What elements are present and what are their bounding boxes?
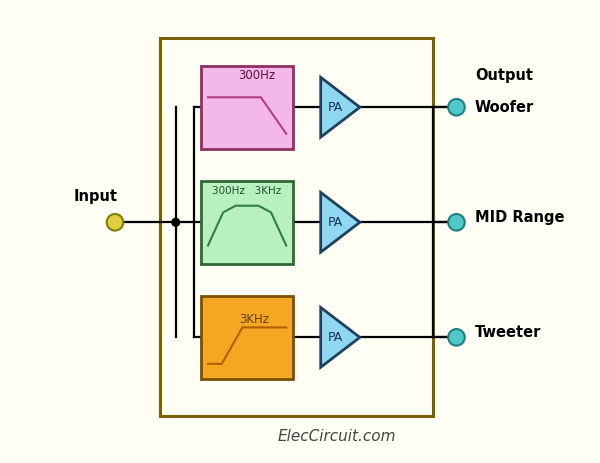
Text: 3KHz: 3KHz [239, 313, 269, 325]
Bar [201, 296, 293, 379]
Polygon shape [321, 193, 360, 252]
Text: ElecCircuit.com: ElecCircuit.com [278, 429, 396, 444]
Circle shape [107, 214, 123, 231]
Text: Tweeter: Tweeter [475, 325, 541, 340]
Circle shape [171, 218, 181, 227]
Circle shape [448, 329, 465, 346]
Text: Woofer: Woofer [475, 100, 534, 115]
Circle shape [448, 214, 465, 231]
Polygon shape [321, 77, 360, 137]
Text: MID Range: MID Range [475, 210, 565, 225]
Circle shape [448, 99, 465, 116]
Text: PA: PA [328, 101, 343, 114]
Bar [160, 38, 433, 416]
Text: 300Hz   3KHz: 300Hz 3KHz [212, 186, 281, 196]
Text: 300Hz: 300Hz [238, 69, 275, 82]
Text: PA: PA [328, 331, 343, 344]
Text: Input: Input [73, 189, 117, 205]
Text: Output: Output [475, 68, 533, 82]
Bar [201, 66, 293, 149]
Text: PA: PA [328, 216, 343, 229]
Polygon shape [321, 307, 360, 367]
Bar [201, 181, 293, 264]
